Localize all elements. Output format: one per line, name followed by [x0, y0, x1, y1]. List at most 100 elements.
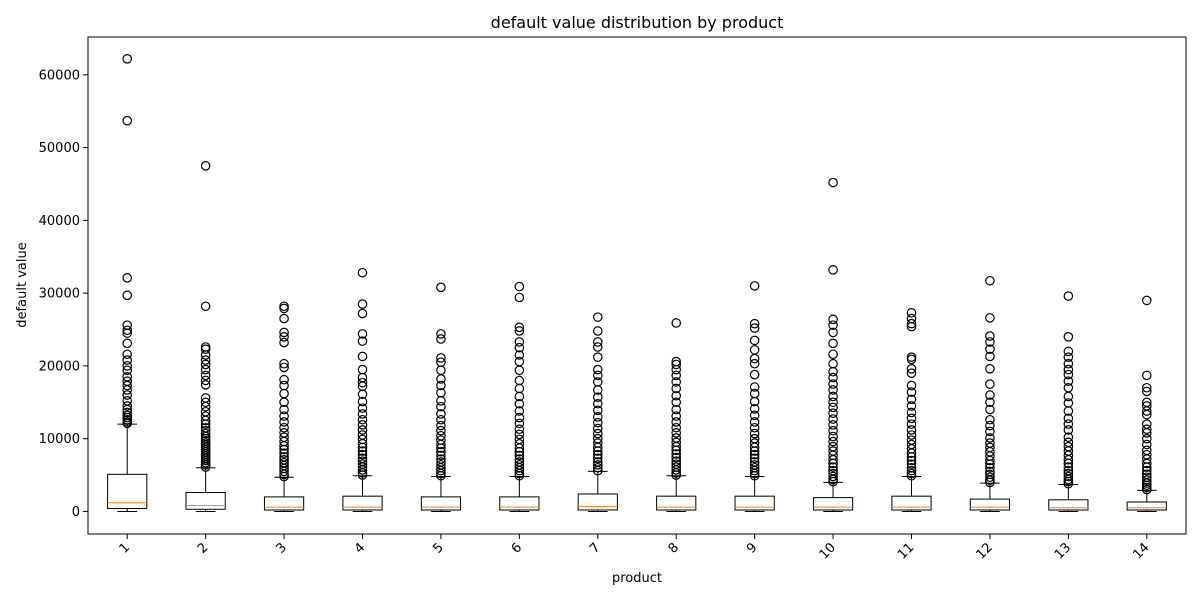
outlier-point	[828, 349, 838, 360]
outlier-point	[906, 368, 917, 378]
outlier-point	[1141, 370, 1152, 381]
outlier-point	[906, 425, 917, 435]
outlier-point	[828, 385, 838, 395]
outlier-point	[436, 334, 446, 344]
outlier-point	[828, 414, 838, 424]
outlier-point	[1063, 413, 1074, 424]
outlier-point	[436, 380, 446, 391]
outlier-point	[671, 422, 682, 433]
outlier-point	[828, 465, 838, 476]
outlier-point	[828, 338, 838, 349]
outlier-point	[436, 430, 446, 441]
outlier-point	[279, 454, 289, 465]
outlier-point	[1063, 398, 1074, 408]
outlier-point	[357, 453, 368, 464]
outlier-point	[122, 115, 133, 126]
outlier-point	[828, 372, 838, 383]
outlier-point	[514, 454, 525, 464]
box	[969, 498, 1011, 511]
outlier-point	[828, 314, 838, 325]
outlier-point	[985, 469, 995, 480]
outlier-point	[985, 364, 995, 374]
outlier-point	[1141, 397, 1152, 408]
box	[891, 495, 932, 511]
outlier-point	[671, 417, 682, 427]
outlier-point	[279, 452, 289, 462]
outlier-point	[828, 425, 838, 436]
outlier-point	[514, 406, 525, 416]
outlier-point	[592, 370, 603, 381]
outlier-point	[749, 453, 760, 464]
outlier-point	[200, 428, 211, 439]
outlier-point	[671, 318, 682, 328]
outlier-point	[514, 434, 525, 445]
outlier-point	[906, 465, 917, 476]
outlier-point	[514, 281, 525, 292]
outlier-point	[828, 431, 838, 442]
outlier-point	[592, 312, 603, 322]
outlier-point	[200, 397, 211, 408]
outlier-point	[514, 398, 525, 409]
y-tick-label: 60000	[39, 68, 80, 83]
outlier-point	[592, 412, 603, 422]
outlier-point	[122, 390, 133, 400]
outlier-point	[749, 323, 760, 333]
outlier-point	[357, 434, 368, 445]
outlier-point	[200, 422, 211, 433]
outlier-point	[749, 404, 760, 414]
chart-title: default value distribution by product	[491, 13, 784, 32]
outlier-point	[357, 449, 368, 460]
outlier-point	[671, 411, 682, 421]
outlier-point	[985, 337, 995, 347]
outlier-point	[592, 352, 603, 362]
outlier-point	[906, 394, 917, 405]
box	[812, 497, 854, 511]
outlier-point	[279, 313, 289, 324]
outlier-point	[1063, 441, 1074, 452]
outlier-point	[671, 462, 682, 472]
outlier-point	[1063, 332, 1074, 342]
outlier-point	[906, 318, 917, 329]
outlier-point	[357, 459, 368, 469]
outlier-point	[1063, 419, 1074, 429]
outlier-point	[828, 320, 838, 330]
outlier-point	[828, 420, 838, 430]
outlier-point	[749, 428, 760, 439]
outlier-point	[828, 436, 838, 447]
outlier-point	[592, 433, 603, 444]
outlier-point	[749, 417, 760, 427]
outlier-point	[592, 377, 603, 387]
outlier-point	[1141, 433, 1152, 444]
outlier-point	[906, 439, 917, 450]
outlier-point	[671, 383, 682, 394]
outlier-point	[1141, 465, 1152, 476]
outlier-point	[1141, 469, 1152, 480]
outlier-point	[1141, 401, 1152, 411]
outlier-point	[985, 331, 995, 341]
outlier-point	[592, 423, 603, 434]
outlier-point	[906, 401, 917, 411]
outlier-point	[122, 349, 133, 360]
outlier-point	[749, 433, 760, 444]
outlier-point	[671, 433, 682, 443]
outlier-point	[828, 468, 838, 479]
outlier-point	[671, 459, 682, 469]
outlier-point	[1141, 382, 1152, 393]
outlier-point	[749, 410, 760, 421]
outlier-point	[357, 446, 368, 456]
outlier-point	[436, 446, 446, 457]
outlier-point	[357, 377, 368, 388]
outlier-point	[279, 422, 289, 433]
outlier-point	[749, 438, 760, 448]
outlier-point	[357, 329, 368, 339]
outlier-point	[279, 327, 289, 338]
outlier-point	[749, 358, 760, 369]
outlier-point	[906, 307, 917, 318]
outlier-point	[671, 359, 682, 370]
outlier-point	[279, 337, 289, 348]
outlier-point	[436, 282, 446, 293]
outlier-point	[1063, 364, 1074, 375]
outlier-point	[1141, 419, 1152, 429]
